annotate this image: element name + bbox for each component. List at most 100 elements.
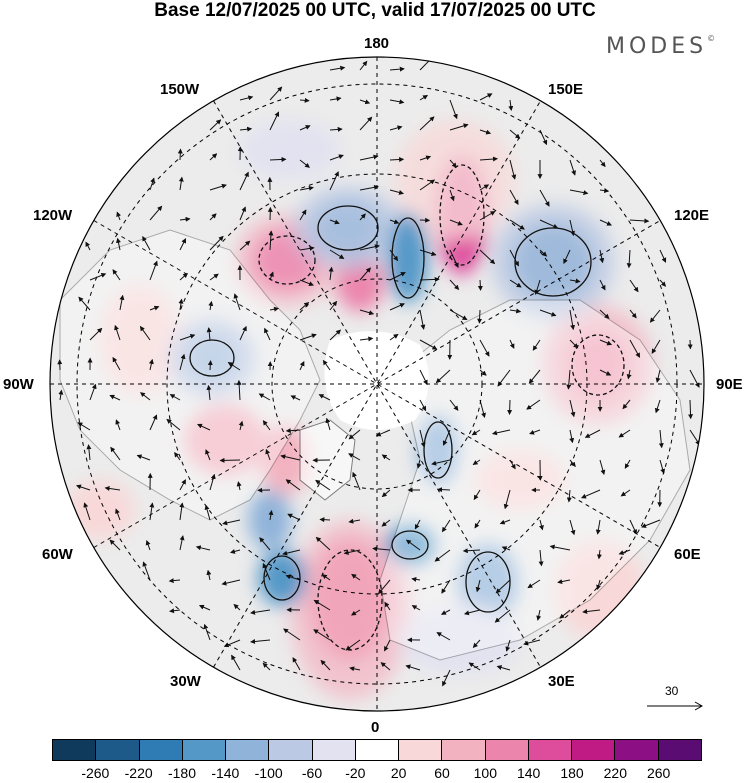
- wind-vector: [142, 561, 151, 581]
- wind-vector: [299, 125, 311, 131]
- wind-vector: [149, 260, 158, 281]
- wind-vector: [569, 189, 589, 196]
- wind-vector: [269, 306, 280, 312]
- wind-vector: [497, 369, 511, 387]
- wind-vector: [381, 454, 391, 461]
- wind-vector: [658, 429, 664, 449]
- wind-vector: [474, 519, 481, 529]
- lon-label-30w: 30W: [170, 673, 201, 690]
- wind-vector: [223, 639, 241, 648]
- wind-vector: [328, 266, 334, 281]
- wind-vector: [618, 549, 631, 555]
- graticule: [50, 57, 704, 711]
- modes-logo: MODES©: [606, 34, 716, 59]
- colorbar-segment: [615, 740, 659, 760]
- wind-vector: [419, 339, 438, 350]
- wind-vector: [599, 309, 610, 319]
- wind-vector: [526, 399, 541, 410]
- wind-vector: [359, 116, 373, 131]
- wind-vector: [89, 383, 97, 401]
- anomaly-negative: [258, 550, 306, 606]
- wind-vector: [641, 519, 661, 528]
- eurasia: [379, 299, 691, 661]
- wind-vector: [599, 279, 606, 291]
- wind-vector: [479, 184, 490, 191]
- wind-vector: [104, 486, 121, 491]
- wind-vector: [435, 369, 451, 384]
- wind-vector: [449, 159, 457, 168]
- wind-vector: [477, 309, 483, 324]
- wind-vector: [442, 669, 451, 687]
- wind-vector: [569, 339, 579, 349]
- wind-vector: [569, 399, 576, 418]
- wind-vector: [620, 489, 631, 497]
- wind-vector: [584, 429, 601, 438]
- wind-vector: [343, 549, 361, 555]
- wind-vector: [436, 632, 451, 641]
- wind-vector: [233, 603, 241, 611]
- wind-vector: [462, 548, 481, 554]
- wind-vector: [471, 429, 481, 436]
- wind-vector: [209, 273, 219, 281]
- colorbar-label: -140: [211, 765, 240, 781]
- wind-vector: [629, 309, 637, 319]
- wind-vector: [566, 369, 572, 390]
- lon-label-120w: 120W: [33, 207, 73, 224]
- anomaly-positive: [475, 450, 565, 510]
- wind-vector: [581, 489, 601, 499]
- wind-vector: [441, 519, 451, 533]
- colorbar-label: -180: [167, 765, 197, 781]
- wind-vector: [290, 395, 301, 401]
- wind-vector: [86, 444, 92, 461]
- wind-vector: [195, 545, 211, 551]
- wind-vector: [378, 579, 391, 595]
- colorbar-segment: [269, 740, 313, 760]
- wind-vector: [149, 502, 155, 521]
- wind-vector: [268, 230, 274, 251]
- wind-vector: [528, 369, 541, 384]
- colorbar-label: -100: [254, 765, 283, 781]
- wind-vector: [262, 562, 271, 581]
- wind-vector: [179, 353, 186, 371]
- wind-vector: [649, 309, 661, 323]
- wind-vector: [479, 129, 492, 135]
- wind-vector: [83, 502, 91, 521]
- wind-vector: [348, 518, 361, 524]
- wind-vector: [221, 579, 241, 586]
- wind-vector: [569, 278, 581, 284]
- wind-vector: [208, 300, 214, 311]
- wind-vector: [78, 296, 91, 311]
- wind-vector: [179, 238, 187, 251]
- anomaly-positive: [543, 305, 653, 425]
- wind-vector: [109, 539, 121, 551]
- wind-vector: [629, 339, 641, 358]
- wind-vector: [449, 189, 455, 202]
- wind-vector: [508, 99, 514, 112]
- colorbar-segment: [658, 740, 701, 760]
- wind-vector: [209, 119, 222, 131]
- wind-vector: [359, 244, 380, 251]
- wind-vector: [538, 549, 544, 567]
- wind-vector: [222, 519, 241, 526]
- wind-vector: [389, 99, 405, 105]
- wind-vector: [236, 379, 242, 401]
- wind-vector: [269, 111, 280, 131]
- wind-vector: [569, 159, 576, 176]
- lon-label-150e: 150E: [548, 81, 584, 98]
- wind-vector: [405, 664, 421, 671]
- wind-vector: [142, 235, 151, 251]
- wind-vector: [178, 298, 184, 311]
- wind-vector: [112, 269, 121, 281]
- wind-vector: [177, 148, 183, 161]
- wind-vector: [351, 573, 361, 581]
- wind-vector: [539, 189, 550, 207]
- wind-vector: [389, 333, 399, 341]
- wind-vector: [282, 549, 301, 556]
- wind-vector: [618, 429, 631, 438]
- wind-vector: [315, 536, 331, 551]
- wind-vector: [76, 484, 91, 491]
- wind-vector: [688, 399, 694, 420]
- wind-vector: [509, 249, 519, 267]
- wind-vector: [299, 159, 310, 168]
- wind-vector: [629, 279, 639, 293]
